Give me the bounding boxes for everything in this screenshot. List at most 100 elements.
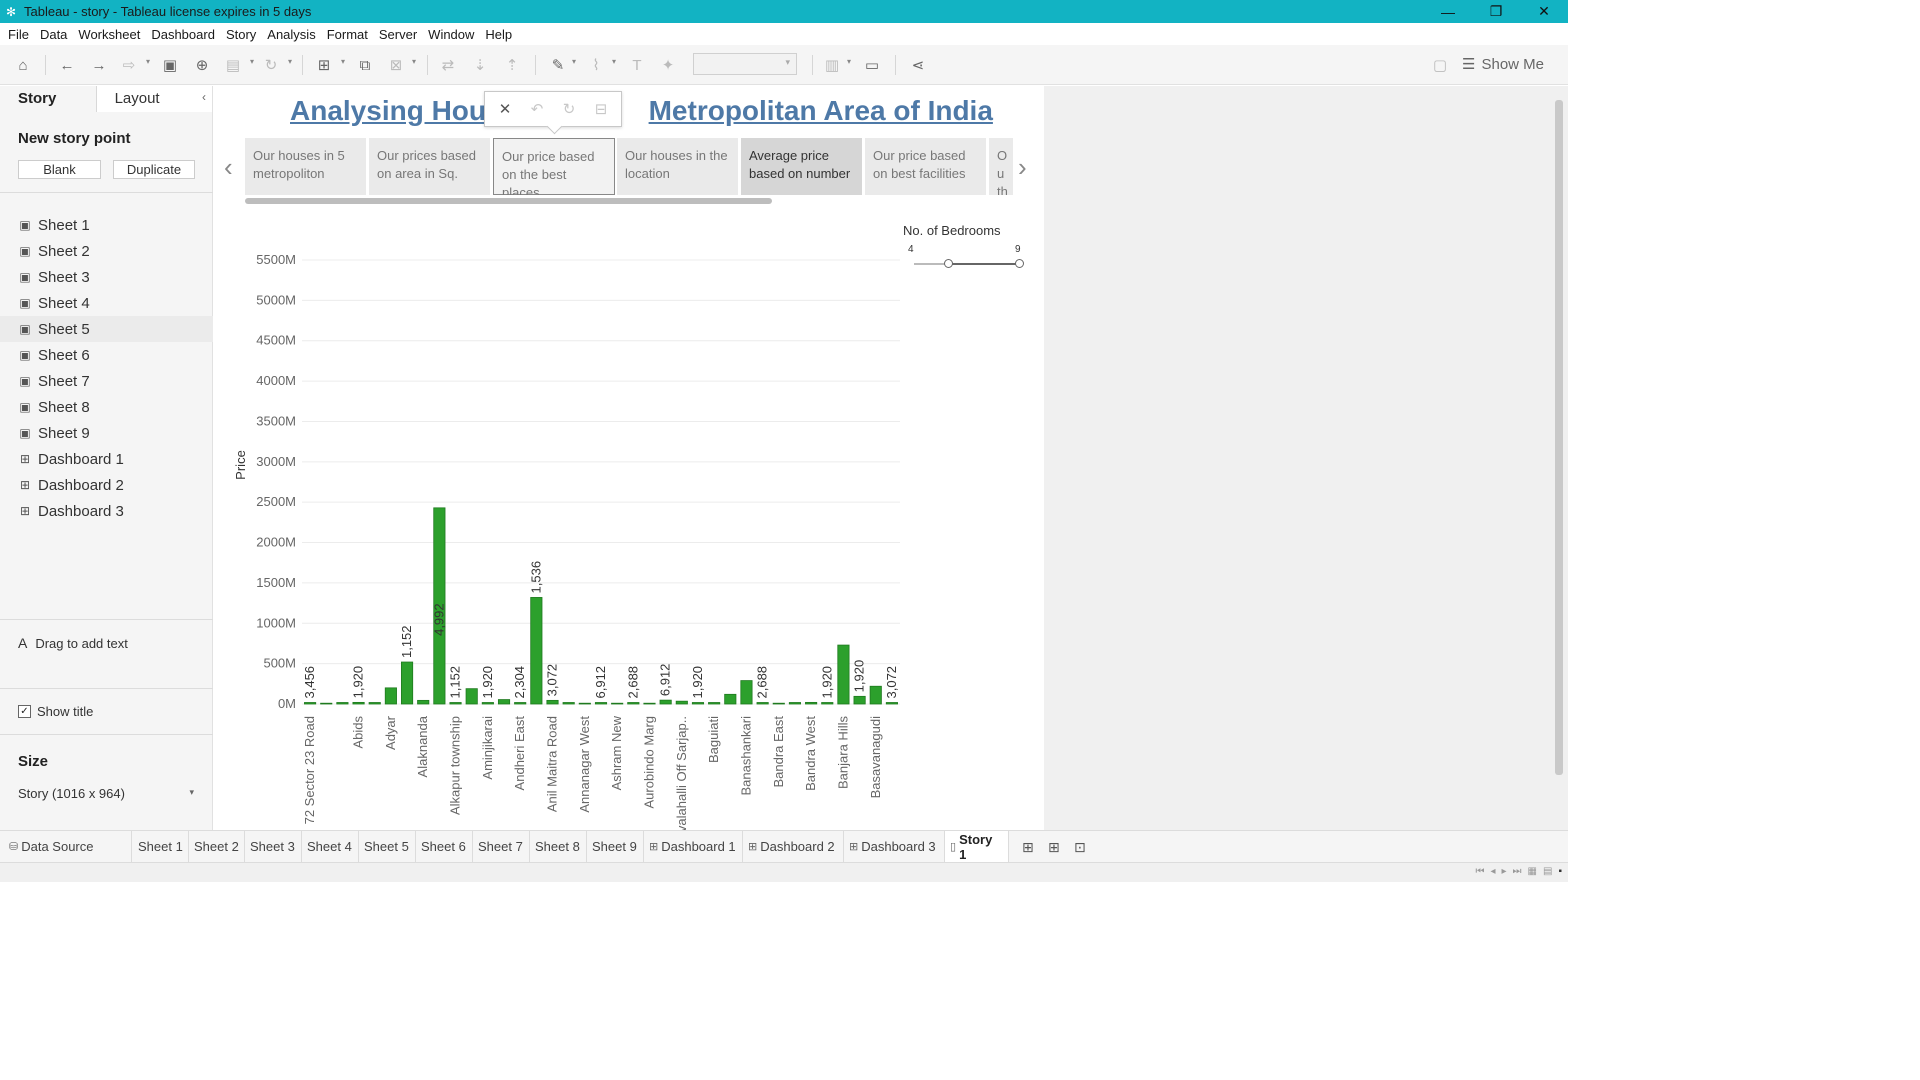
sidebar-item-sheet-8[interactable]: ▣ Sheet 8 [19, 398, 90, 416]
tab-data-source[interactable]: ⛁ Data Source [4, 831, 132, 862]
story-point-scrollbar[interactable] [245, 198, 772, 204]
menu-file[interactable]: File [8, 26, 29, 42]
tab-sheet-1[interactable]: Sheet 1 [133, 831, 189, 862]
bar[interactable] [788, 702, 802, 705]
duplicate-button[interactable]: Duplicate [113, 160, 195, 179]
bar[interactable] [805, 701, 818, 705]
prev-sheet-icon[interactable]: ◂ [1490, 866, 1496, 877]
bar[interactable] [578, 702, 591, 705]
size-dropdown[interactable]: Story (1016 x 964) [18, 786, 196, 801]
new-data-source-icon[interactable]: ⊕ [195, 57, 209, 74]
presentation-mode-icon[interactable]: ▭ [864, 57, 880, 74]
menu-server[interactable]: Server [378, 26, 418, 42]
labels-icon[interactable]: T [632, 56, 642, 74]
bar[interactable] [772, 702, 785, 705]
menu-data[interactable]: Data [39, 26, 68, 42]
new-story-tab-icon[interactable]: ⊡ [1074, 839, 1086, 855]
story-point[interactable]: Our prices based on area in Sq. [369, 138, 490, 195]
bedroom-slider-range[interactable] [949, 263, 1020, 265]
sidebar-item-sheet-5[interactable]: ▣ Sheet 5 [0, 316, 213, 342]
menu-dashboard[interactable]: Dashboard [151, 26, 215, 42]
tab-sheet-9[interactable]: Sheet 9 [587, 831, 644, 862]
bar[interactable] [400, 661, 414, 705]
save-icon[interactable]: ▣ [162, 57, 178, 74]
sidebar-item-sheet-1[interactable]: ▣ Sheet 1 [19, 216, 90, 234]
menu-worksheet[interactable]: Worksheet [78, 26, 141, 42]
sidebar-item-dashboard-2[interactable]: ⊞ Dashboard 2 [19, 476, 124, 494]
tab-sheet-5[interactable]: Sheet 5 [359, 831, 416, 862]
film-strip-icon[interactable]: ▤ [1543, 866, 1553, 877]
bar[interactable] [546, 699, 559, 705]
tab-sheet-6[interactable]: Sheet 6 [416, 831, 473, 862]
bar[interactable] [320, 702, 333, 705]
menu-window[interactable]: Window [428, 26, 475, 42]
tab-dashboard-2[interactable]: ⊞ Dashboard 2 [743, 831, 844, 862]
checkbox-checked-icon[interactable]: ✓ [18, 705, 31, 718]
bar[interactable] [368, 702, 381, 705]
bar[interactable] [514, 702, 527, 705]
bar[interactable] [384, 687, 397, 705]
story-title[interactable]: Analysing Hous Metropolitan Area of India [290, 95, 993, 126]
show-title-checkbox[interactable]: ✓ Show title [18, 704, 93, 719]
slider-max-handle[interactable] [1015, 259, 1024, 268]
next-story-point-icon[interactable]: › [1018, 152, 1027, 182]
tab-layout[interactable]: Layout [95, 86, 212, 112]
story-point[interactable]: Our houses in 5 metropoliton [245, 138, 366, 195]
bar[interactable] [481, 702, 494, 705]
bar[interactable] [740, 680, 753, 705]
sidebar-item-dashboard-3[interactable]: ⊞ Dashboard 3 [19, 502, 124, 520]
sidebar-item-sheet-7[interactable]: ▣ Sheet 7 [19, 372, 90, 390]
menu-analysis[interactable]: Analysis [267, 26, 316, 42]
bar[interactable] [724, 693, 737, 705]
update-icon[interactable]: ↻ [562, 101, 576, 118]
sidebar-item-dashboard-1[interactable]: ⊞ Dashboard 1 [19, 450, 124, 468]
story-point-selected[interactable]: Our price based on the best places [493, 138, 615, 195]
bar[interactable] [611, 702, 624, 705]
bar[interactable] [821, 702, 834, 705]
story-point[interactable]: Ou th [989, 138, 1013, 195]
bar[interactable] [449, 702, 462, 705]
show-me-button[interactable]: ☰ Show Me [1462, 55, 1544, 74]
tab-sheet-8[interactable]: Sheet 8 [530, 831, 587, 862]
share-icon[interactable]: ⋖ [911, 57, 925, 74]
tab-dashboard-3[interactable]: ⊞ Dashboard 3 [844, 831, 945, 862]
slider-min-handle[interactable] [944, 259, 953, 268]
clear-sheet-icon[interactable]: ⊠ [389, 57, 403, 74]
bar[interactable] [756, 702, 769, 705]
sidebar-item-sheet-2[interactable]: ▣ Sheet 2 [19, 242, 90, 260]
new-worksheet-icon[interactable]: ⊞ [317, 57, 331, 74]
sort-ascending-icon[interactable]: ⇣ [473, 57, 487, 74]
new-dashboard-tab-icon[interactable]: ⊞ [1048, 839, 1060, 855]
close-window-button[interactable]: ✕ [1538, 3, 1550, 19]
bar[interactable] [708, 702, 721, 705]
previous-story-point-icon[interactable]: ‹ [224, 152, 233, 182]
bar[interactable] [433, 507, 446, 705]
bar[interactable] [304, 702, 317, 705]
story-point[interactable]: Our houses in the location [617, 138, 738, 195]
first-sheet-icon[interactable]: ⏮ [1475, 866, 1485, 877]
minimize-button[interactable]: — [1441, 3, 1455, 20]
fit-dropdown[interactable] [693, 53, 797, 75]
sidebar-item-sheet-4[interactable]: ▣ Sheet 4 [19, 294, 90, 312]
tab-sheet-4[interactable]: Sheet 4 [302, 831, 359, 862]
last-sheet-icon[interactable]: ⏭ [1512, 866, 1522, 877]
next-sheet-icon[interactable]: ▸ [1501, 866, 1507, 877]
collapse-panel-icon[interactable]: ‹ [202, 90, 206, 104]
bar[interactable] [691, 702, 705, 705]
vertical-scrollbar[interactable] [1555, 100, 1563, 775]
menu-help[interactable]: Help [485, 26, 513, 42]
bar[interactable] [336, 702, 349, 705]
bar[interactable] [627, 702, 640, 705]
bar[interactable] [417, 699, 430, 705]
home-icon[interactable]: ⌂ [18, 56, 28, 74]
delete-icon[interactable]: ✕ [498, 101, 512, 118]
bar[interactable] [530, 597, 543, 705]
bar[interactable] [352, 701, 365, 705]
undo-icon[interactable]: ← [59, 56, 75, 74]
menu-story[interactable]: Story [225, 26, 257, 42]
replay-icon[interactable]: ⇨ [122, 57, 136, 74]
drag-to-add-text[interactable]: A Drag to add text [18, 635, 128, 651]
blank-button[interactable]: Blank [18, 160, 101, 179]
bar[interactable] [675, 700, 688, 705]
tab-sheet-7[interactable]: Sheet 7 [473, 831, 530, 862]
